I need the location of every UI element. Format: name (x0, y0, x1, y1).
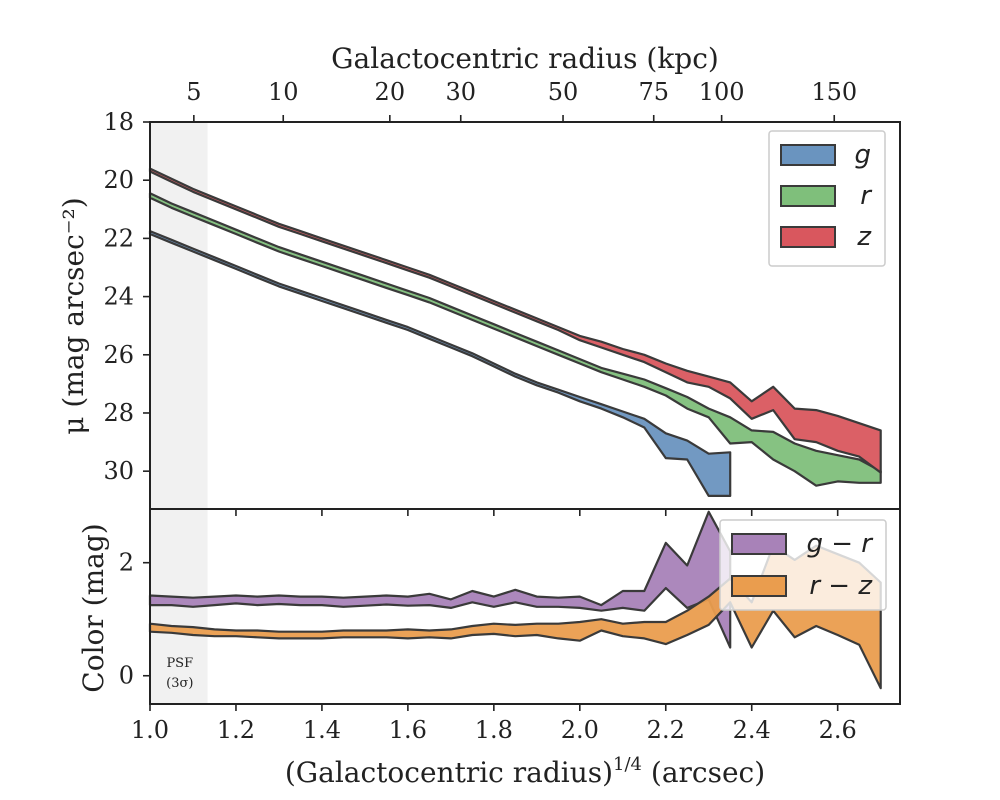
x-tick-label: 2.4 (733, 716, 771, 744)
x-tick-label: 1.0 (131, 716, 169, 744)
band-g-r (148, 510, 732, 649)
y-tick-label: 18 (103, 108, 134, 136)
band-r (148, 192, 882, 487)
x-axis-label-exponent: 1/4 (613, 754, 642, 775)
legend-swatch-0 (780, 144, 836, 166)
legend-label-1: r (860, 181, 873, 211)
top-x-tick-label: 10 (268, 78, 299, 106)
top-x-tick-label: 20 (375, 78, 406, 106)
x-tick-label: 2.2 (647, 716, 685, 744)
legend-label-minus: − (820, 571, 858, 601)
x-axis-label-main: (Galactocentric radius) (285, 756, 613, 789)
x-tick-label: 2.0 (561, 716, 599, 744)
top-x-tick-label: 100 (699, 78, 745, 106)
legend-label-0: g − r (806, 529, 874, 559)
top-x-tick-label: 5 (186, 78, 201, 106)
band-z (148, 167, 882, 474)
y-tick-label: 20 (103, 166, 134, 194)
y-tick-label: 30 (103, 457, 134, 485)
legend-label-2: z (856, 222, 872, 252)
band-g (148, 230, 732, 497)
surface-brightness-panel: 18 20 22 24 26 28 30 5 10 20 30 50 75 100 150 grz (103, 78, 901, 516)
top-x-tick-label: 50 (548, 78, 579, 106)
color-panel: 0 2 1.0 1.2 1.4 1.6 1.8 2.0 2.2 2.4 2.6 PSF (3σ) g − … (119, 508, 901, 744)
psf-shaded-region (150, 122, 208, 509)
top-x-tick-label: 30 (445, 78, 476, 106)
x-axis-label-unit: (arcsec) (642, 756, 765, 789)
y-tick-label: 22 (103, 224, 134, 252)
y-axis-label-color: Color (mag) (77, 523, 110, 692)
legend-swatch-1 (780, 185, 836, 207)
axis-labels: Galactocentric radius (kpc) (Galactocent… (57, 42, 765, 789)
legend-label-part: z (857, 571, 873, 601)
y-tick-label: 0 (119, 662, 134, 690)
legend-label-1: r − z (809, 571, 873, 601)
y-axis-label-mu: μ (mag arcsec⁻²) (57, 197, 90, 434)
y-tick-label: 2 (119, 549, 134, 577)
legend-label-part: r (861, 529, 874, 559)
y-tick-label: 28 (103, 399, 134, 427)
psf-label-line2: (3σ) (166, 676, 193, 691)
y-tick-label: 26 (103, 341, 134, 369)
legend-swatch-1 (731, 575, 787, 597)
y-tick-label: 24 (103, 283, 134, 311)
psf-label-line1: PSF (166, 656, 193, 671)
x-tick-label: 2.6 (819, 716, 857, 744)
top-x-axis-label: Galactocentric radius (kpc) (331, 42, 719, 75)
legend-swatch-2 (780, 226, 836, 248)
x-axis-label: (Galactocentric radius)1/4 (arcsec) (285, 754, 765, 789)
legend-label-0: g (854, 140, 871, 170)
legend-label-part: r (809, 571, 822, 601)
legend-swatch-0 (731, 533, 787, 555)
legend-label-part: g (806, 529, 823, 559)
x-tick-label: 1.8 (475, 716, 513, 744)
x-tick-label: 1.2 (217, 716, 255, 744)
x-tick-label: 1.4 (303, 716, 341, 744)
plot-frame (149, 508, 901, 705)
legend-label-minus: − (823, 529, 861, 559)
top-x-tick-label: 75 (638, 78, 669, 106)
x-tick-label: 1.6 (389, 716, 427, 744)
top-x-tick-label: 150 (811, 78, 857, 106)
